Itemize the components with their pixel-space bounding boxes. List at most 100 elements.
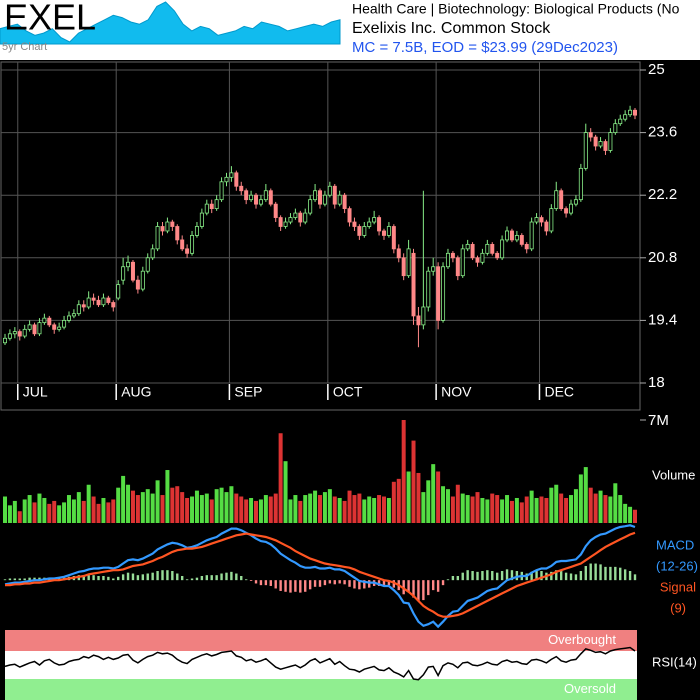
volume-bar — [628, 506, 633, 523]
candle-body — [455, 257, 460, 277]
volume-bar — [421, 492, 426, 523]
company-name: Exelixis Inc. Common Stock — [352, 20, 551, 37]
candle-body — [190, 235, 195, 254]
volume-bar — [249, 497, 254, 523]
candle-body — [273, 203, 278, 218]
macd-histogram-bar — [200, 576, 204, 581]
volume-bar — [229, 486, 234, 523]
candle-body — [554, 190, 559, 210]
volume-bar — [96, 503, 101, 523]
candle-body — [160, 226, 165, 232]
candle-body — [229, 172, 234, 178]
volume-bar — [377, 495, 382, 523]
macd-histogram-bar — [569, 573, 573, 581]
macd-histogram-bar — [151, 572, 154, 581]
candle-body — [549, 208, 554, 232]
macd-histogram-bar — [491, 571, 494, 581]
y-tick-label: 20.8 — [648, 249, 677, 266]
macd-histogram-bar — [289, 580, 292, 593]
macd-histogram-bar — [564, 572, 568, 581]
volume-bar — [509, 500, 514, 523]
volume-bar — [406, 471, 411, 523]
volume-bar — [283, 461, 288, 523]
rsi-label: RSI(14) — [652, 654, 697, 669]
candle-body — [298, 212, 303, 223]
candle-body — [460, 248, 465, 277]
candle-body — [406, 248, 411, 277]
volume-bar — [214, 489, 219, 523]
volume-bar — [268, 496, 273, 523]
macd-histogram-bar — [599, 564, 602, 581]
month-label: OCT — [333, 384, 363, 400]
macd-histogram-bar — [18, 578, 21, 581]
macd-histogram-bar — [308, 580, 312, 590]
overbought-label: Overbought — [548, 632, 616, 647]
y-tick-label: 19.4 — [648, 311, 677, 328]
candle-body — [17, 331, 22, 337]
candle-body — [155, 226, 160, 250]
volume-bar — [633, 509, 637, 523]
volume-bar — [381, 496, 386, 523]
macd-histogram-bar — [156, 571, 159, 581]
candle-body — [436, 266, 441, 321]
candle-body — [377, 217, 382, 232]
candle-body — [608, 132, 613, 151]
volume-bar — [465, 495, 470, 523]
macd-histogram-bar — [13, 578, 17, 581]
volume-bar — [569, 495, 574, 523]
volume-bar — [573, 489, 578, 523]
candle-body — [185, 248, 190, 254]
macd-histogram-bar — [436, 580, 440, 592]
volume-bar — [608, 496, 613, 523]
macd-histogram-bar — [441, 580, 445, 586]
macd-histogram-bar — [57, 577, 61, 581]
macd-histogram-bar — [495, 572, 499, 581]
macd-histogram-bar — [333, 580, 336, 585]
macd-histogram-bar — [269, 580, 272, 586]
volume-bar — [495, 495, 500, 523]
candle-body — [342, 194, 347, 210]
candle-body — [490, 243, 495, 254]
volume-bar — [416, 472, 421, 523]
volume-bar — [352, 495, 357, 523]
volume-bar — [263, 495, 268, 523]
macd-histogram-bar — [87, 575, 90, 581]
volume-bar — [318, 495, 322, 523]
candle-body — [495, 252, 500, 259]
candle-body — [81, 304, 86, 308]
macd-histogram-bar — [304, 580, 307, 592]
candle-body — [313, 190, 318, 201]
volume-bar — [155, 480, 160, 523]
volume-bar — [313, 490, 318, 523]
candle-body — [86, 297, 91, 308]
volume-bar — [47, 503, 52, 523]
volume-bar — [549, 487, 554, 523]
candle-body — [465, 243, 470, 250]
macd-histogram-bar — [249, 580, 253, 581]
macd-histogram-bar — [205, 575, 208, 581]
volume-bar — [485, 499, 490, 523]
candle-body — [234, 172, 239, 187]
volume-bar — [76, 492, 81, 523]
macd-histogram-bar — [166, 570, 169, 581]
candle-body — [27, 324, 32, 330]
candle-body — [209, 203, 214, 210]
candle-body — [534, 217, 539, 223]
y-tick-label: 7M — [648, 412, 669, 429]
month-label: AUG — [121, 384, 151, 400]
volume-bar — [3, 496, 7, 523]
volume-bar — [254, 500, 259, 523]
candle-body — [76, 304, 81, 315]
macd-histogram-bar — [215, 575, 218, 581]
macd-histogram-bar — [363, 580, 366, 589]
volume-bar — [121, 475, 126, 523]
volume-bar — [116, 487, 121, 523]
volume-bar — [278, 433, 283, 523]
macd-histogram-bar — [377, 580, 381, 586]
candle-body — [401, 257, 406, 277]
volume-bar — [519, 502, 524, 523]
candle-body — [362, 226, 367, 236]
macd-histogram-bar — [244, 579, 248, 581]
macd-histogram-bar — [348, 580, 351, 587]
volume-bar — [52, 500, 57, 523]
